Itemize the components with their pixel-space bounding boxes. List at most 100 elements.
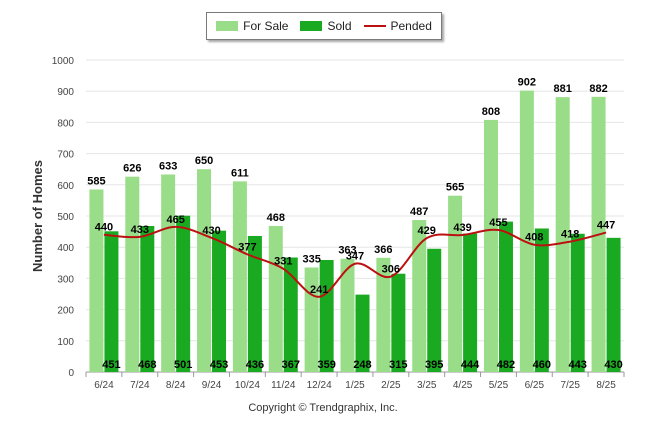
bar-sold: [247, 235, 262, 372]
data-label-sold: 453: [210, 359, 228, 371]
data-label-for-sale: 881: [554, 83, 572, 95]
bar-for-sale: [483, 119, 498, 373]
data-label-sold: 443: [569, 359, 587, 371]
bar-for-sale: [125, 176, 140, 372]
bar-for-sale: [268, 225, 283, 372]
bar-sold: [176, 215, 191, 372]
data-label-for-sale: 626: [123, 163, 141, 175]
bar-for-sale: [161, 174, 176, 372]
x-tick-label: 7/25: [560, 380, 580, 391]
y-tick-label: 200: [57, 306, 74, 317]
y-tick-label: 300: [57, 274, 74, 285]
x-tick-label: 8/24: [166, 380, 186, 391]
data-label-pended: 306: [382, 264, 400, 276]
data-label-sold: 367: [282, 359, 300, 371]
data-label-sold: 359: [317, 359, 335, 371]
data-label-pended: 430: [202, 225, 220, 237]
bar-for-sale: [412, 220, 427, 372]
data-label-pended: 331: [274, 256, 292, 268]
x-tick-label: 2/25: [381, 380, 401, 391]
data-label-sold: 444: [461, 359, 480, 371]
y-tick-label: 500: [57, 212, 74, 223]
data-label-sold: 248: [353, 359, 371, 371]
data-label-sold: 468: [138, 359, 156, 371]
bar-sold: [319, 259, 334, 372]
data-label-for-sale: 650: [195, 155, 213, 167]
bar-sold: [498, 221, 513, 372]
data-label-pended: 377: [238, 241, 256, 253]
legend-swatch-pended: [363, 25, 386, 27]
legend-label-for-sale: For Sale: [243, 19, 289, 33]
data-label-pended: 455: [489, 217, 507, 229]
x-tick-label: 4/25: [453, 380, 473, 391]
data-label-pended: 418: [561, 229, 579, 241]
data-label-sold: 430: [604, 359, 622, 371]
data-label-pended: 439: [453, 222, 471, 234]
legend: For Sale Sold Pended: [206, 12, 442, 40]
data-label-for-sale: 611: [231, 167, 249, 179]
data-label-for-sale: 633: [159, 161, 177, 173]
bar-sold: [283, 257, 298, 372]
x-tick-label: 7/24: [130, 380, 150, 391]
data-label-for-sale: 585: [87, 175, 105, 187]
bar-for-sale: [304, 267, 319, 372]
y-tick-label: 0: [68, 368, 74, 379]
x-tick-label: 5/25: [489, 380, 509, 391]
data-label-for-sale: 487: [410, 206, 428, 218]
data-label-pended: 465: [166, 214, 184, 226]
x-tick-label: 9/24: [202, 380, 222, 391]
bar-for-sale: [340, 258, 355, 372]
bar-for-sale: [89, 189, 104, 372]
legend-item-for-sale[interactable]: For Sale: [216, 19, 288, 33]
bar-sold: [212, 230, 227, 372]
bar-sold: [140, 225, 155, 372]
bar-sold: [391, 273, 406, 372]
data-label-sold: 451: [102, 359, 120, 371]
data-label-sold: 501: [174, 359, 192, 371]
legend-item-sold[interactable]: Sold: [300, 19, 352, 33]
bar-sold: [463, 233, 478, 372]
data-label-pended: 347: [346, 251, 364, 263]
bar-sold: [104, 231, 119, 372]
y-tick-label: 700: [57, 150, 74, 161]
x-tick-label: 6/24: [94, 380, 114, 391]
data-label-sold: 460: [533, 359, 551, 371]
data-label-for-sale: 882: [589, 83, 607, 95]
data-label-for-sale: 366: [374, 244, 392, 256]
legend-label-pended: Pended: [390, 19, 432, 33]
x-tick-label: 12/24: [307, 380, 332, 391]
data-label-pended: 440: [95, 222, 113, 234]
data-label-sold: 315: [389, 359, 407, 371]
pended-line: [103, 225, 607, 298]
data-label-for-sale: 902: [518, 77, 536, 89]
data-label-pended: 429: [418, 225, 436, 237]
bar-for-sale: [197, 169, 212, 372]
bar-for-sale: [232, 181, 247, 372]
x-tick-label: 6/25: [525, 380, 545, 391]
legend-swatch-sold: [300, 21, 323, 31]
x-tick-label: 3/25: [417, 380, 437, 391]
legend-swatch-for-sale: [216, 21, 239, 31]
y-tick-label: 400: [57, 243, 74, 254]
data-label-pended: 408: [525, 232, 543, 244]
data-label-pended: 433: [131, 224, 149, 236]
bar-sold: [427, 248, 442, 372]
bar-for-sale: [376, 257, 391, 372]
bar-sold: [570, 233, 585, 372]
data-label-for-sale: 565: [446, 182, 464, 194]
data-label-for-sale: 363: [338, 245, 356, 257]
bar-for-sale: [448, 195, 463, 372]
x-tick-label: 1/25: [345, 380, 365, 391]
y-tick-label: 100: [57, 337, 74, 348]
bar-for-sale: [555, 97, 570, 373]
y-axis-title: Number of Homes: [30, 160, 45, 272]
data-label-sold: 395: [425, 359, 443, 371]
data-label-sold: 482: [497, 359, 515, 371]
data-label-pended: 241: [310, 284, 328, 296]
bar-for-sale: [519, 90, 534, 373]
legend-item-pended[interactable]: Pended: [363, 19, 432, 33]
x-tick-label: 8/25: [596, 380, 616, 391]
x-tick-label: 11/24: [271, 380, 296, 391]
